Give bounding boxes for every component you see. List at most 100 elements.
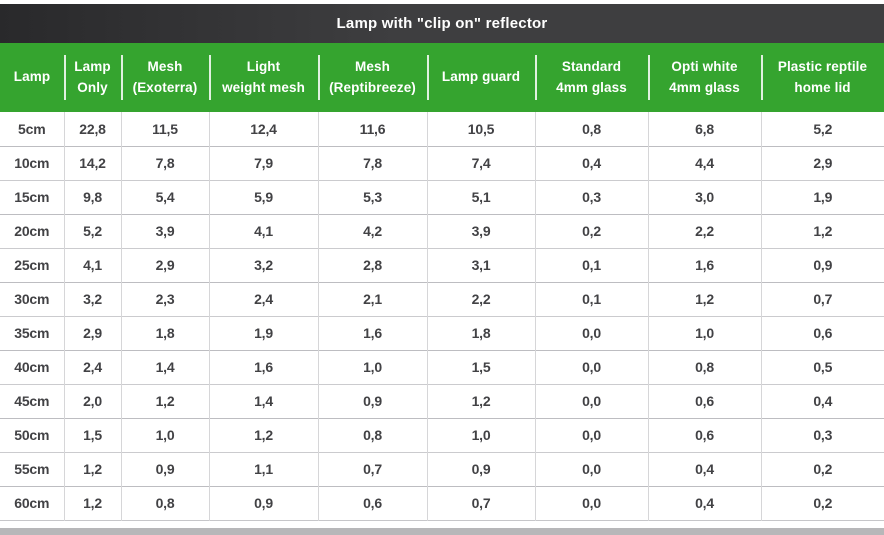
table-row: 50cm 1,5 1,0 1,2 0,8 1,0 0,0 0,6 0,3	[0, 417, 884, 452]
value-cell-plastic_lid: 0,2	[760, 485, 884, 520]
table-row: 55cm 1,2 0,9 1,1 0,7 0,9 0,0 0,4 0,2	[0, 451, 884, 486]
table-row: 5cm 22,8 11,5 12,4 11,6 10,5 0,8 6,8 5,2	[0, 112, 884, 146]
row-label-cell: 5cm	[18, 120, 46, 137]
value-cell-light_weight_mesh: 1,4	[208, 383, 318, 418]
column-header-light_weight_mesh: Light weight mesh	[209, 43, 318, 112]
value-cell-light_weight_mesh: 4,1	[208, 213, 318, 248]
value-cell-opti_white_glass: 6,8	[647, 112, 761, 146]
value-cell-mesh_reptibreeze: 0,6	[317, 485, 427, 520]
value-cell-standard_glass: 0,0	[534, 451, 648, 486]
value-cell-opti_white_glass: 0,6	[647, 383, 761, 418]
value-cell-mesh_reptibreeze: 0,8	[317, 417, 427, 452]
value-cell-light_weight_mesh: 1,6	[208, 349, 318, 384]
value-cell-light_weight_mesh: 7,9	[208, 145, 318, 180]
value-cell-mesh_exoterra: 2,9	[120, 247, 209, 282]
row-label-cell: 50cm	[0, 417, 64, 452]
value-cell-plastic_lid: 1,9	[760, 179, 884, 214]
bottom-margin-gap	[0, 520, 884, 528]
value-cell-mesh_reptibreeze: 5,3	[317, 179, 427, 214]
value-cell-mesh_exoterra: 1,4	[120, 349, 209, 384]
value-cell-mesh_exoterra: 1,8	[120, 315, 209, 350]
row-label-cell: 35cm	[0, 315, 64, 350]
value-cell-mesh_reptibreeze: 2,1	[317, 281, 427, 316]
value-cell-plastic_lid: 0,4	[760, 383, 884, 418]
value-cell-light_weight_mesh: 2,4	[208, 281, 318, 316]
value-cell-lamp_only: 2,0	[63, 383, 121, 418]
table-row: 15cm 9,8 5,4 5,9 5,3 5,1 0,3 3,0 1,9	[0, 179, 884, 214]
value-cell-mesh_exoterra: 2,3	[120, 281, 209, 316]
row-label-cell: 30cm	[0, 281, 64, 316]
value-cell-lamp_guard: 1,8	[426, 315, 535, 350]
value-cell-plastic_lid: 0,9	[760, 247, 884, 282]
value-cell-lamp_only: 1,5	[63, 417, 121, 452]
value-cell-standard_glass: 0,0	[534, 383, 648, 418]
value-cell-standard_glass: 0,0	[534, 485, 648, 520]
row-label-cell: 25cm	[0, 247, 64, 282]
value-cell-lamp_guard: 0,7	[426, 485, 535, 520]
value-cell-opti_white_glass: 0,6	[647, 417, 761, 452]
value-cell-mesh_reptibreeze: 0,9	[317, 383, 427, 418]
value-cell-lamp_only: 5,2	[63, 213, 121, 248]
row-label-cell: 45cm	[0, 383, 64, 418]
value-cell-mesh_reptibreeze: 2,8	[317, 247, 427, 282]
value-cell-lamp_only: 14,2	[63, 145, 121, 180]
table-title: Lamp with "clip on" reflector	[336, 15, 548, 32]
column-header-lamp_only: Lamp Only	[64, 43, 121, 112]
table-row: 25cm 4,1 2,9 3,2 2,8 3,1 0,1 1,6 0,9	[0, 247, 884, 282]
table-body: 5cm 22,8 11,5 12,4 11,6 10,5 0,8 6,8 5,2 10cm 14,2…	[0, 112, 884, 520]
value-cell-mesh_exoterra: 7,8	[120, 145, 209, 180]
column-header-lamp_guard: Lamp guard	[427, 43, 535, 112]
column-header-lamp: Lamp	[0, 43, 64, 112]
value-cell-mesh_reptibreeze: 0,7	[317, 451, 427, 486]
table-row: 10cm 14,2 7,8 7,9 7,8 7,4 0,4 4,4 2,9	[0, 145, 884, 180]
value-cell-lamp_guard: 7,4	[426, 145, 535, 180]
value-cell-mesh_exoterra: 3,9	[120, 213, 209, 248]
row-label-cell: 55cm	[0, 451, 64, 486]
value-cell-mesh_exoterra: 0,9	[120, 451, 209, 486]
value-cell-lamp_only: 1,2	[63, 485, 121, 520]
table-row: 20cm 5,2 3,9 4,1 4,2 3,9 0,2 2,2 1,2	[0, 213, 884, 248]
table-title-bar: Lamp with "clip on" reflector	[0, 4, 884, 43]
value-cell-opti_white_glass: 0,4	[647, 451, 761, 486]
value-cell-standard_glass: 0,4	[534, 145, 648, 180]
row-label-cell: 60cm	[0, 485, 64, 520]
table-header: Lamp Lamp Only Mesh (Exoterra) Light weight me…	[0, 43, 884, 112]
value-cell-light_weight_mesh: 3,2	[208, 247, 318, 282]
table-row: 60cm 1,2 0,8 0,9 0,6 0,7 0,0 0,4 0,2	[0, 485, 884, 520]
table-row: 30cm 3,2 2,3 2,4 2,1 2,2 0,1 1,2 0,7	[0, 281, 884, 316]
value-cell-lamp_guard: 3,1	[426, 247, 535, 282]
column-header-mesh_exoterra: Mesh (Exoterra)	[121, 43, 209, 112]
top-margin-strip	[0, 0, 884, 4]
value-cell-lamp_only: 1,2	[63, 451, 121, 486]
column-header-opti_white_glass: Opti white 4mm glass	[648, 43, 761, 112]
value-cell-plastic_lid: 1,2	[760, 213, 884, 248]
value-cell-standard_glass: 0,1	[534, 281, 648, 316]
value-cell-lamp_only: 4,1	[63, 247, 121, 282]
row-label-cell: 40cm	[0, 349, 64, 384]
value-cell-lamp_guard: 10,5	[426, 112, 535, 146]
value-cell-light_weight_mesh: 1,9	[208, 315, 318, 350]
value-cell-mesh_reptibreeze: 1,0	[317, 349, 427, 384]
value-cell-lamp_guard: 1,2	[426, 383, 535, 418]
value-cell-opti_white_glass: 3,0	[647, 179, 761, 214]
value-cell-standard_glass: 0,0	[534, 349, 648, 384]
value-cell-lamp_only: 22,8	[63, 112, 121, 146]
value-cell-standard_glass: 0,3	[534, 179, 648, 214]
value-cell-lamp_only: 9,8	[63, 179, 121, 214]
row-label-cell: 15cm	[0, 179, 64, 214]
value-cell-standard_glass: 0,0	[534, 417, 648, 452]
value-cell-opti_white_glass: 0,4	[647, 485, 761, 520]
value-cell-standard_glass: 0,2	[534, 213, 648, 248]
value-cell-mesh_exoterra: 1,2	[120, 383, 209, 418]
header-row: Lamp Lamp Only Mesh (Exoterra) Light weight me…	[0, 43, 884, 112]
value-cell-lamp_only: 3,2	[63, 281, 121, 316]
value-cell-plastic_lid: 0,3	[760, 417, 884, 452]
table-row: 35cm 2,9 1,8 1,9 1,6 1,8 0,0 1,0 0,6	[0, 315, 884, 350]
value-cell-mesh_exoterra: 11,5	[120, 112, 209, 146]
value-cell-plastic_lid: 2,9	[760, 145, 884, 180]
row-label-cell: 20cm	[0, 213, 64, 248]
value-cell-plastic_lid: 0,2	[760, 451, 884, 486]
value-cell-mesh_reptibreeze: 4,2	[317, 213, 427, 248]
value-cell-lamp_guard: 1,5	[426, 349, 535, 384]
